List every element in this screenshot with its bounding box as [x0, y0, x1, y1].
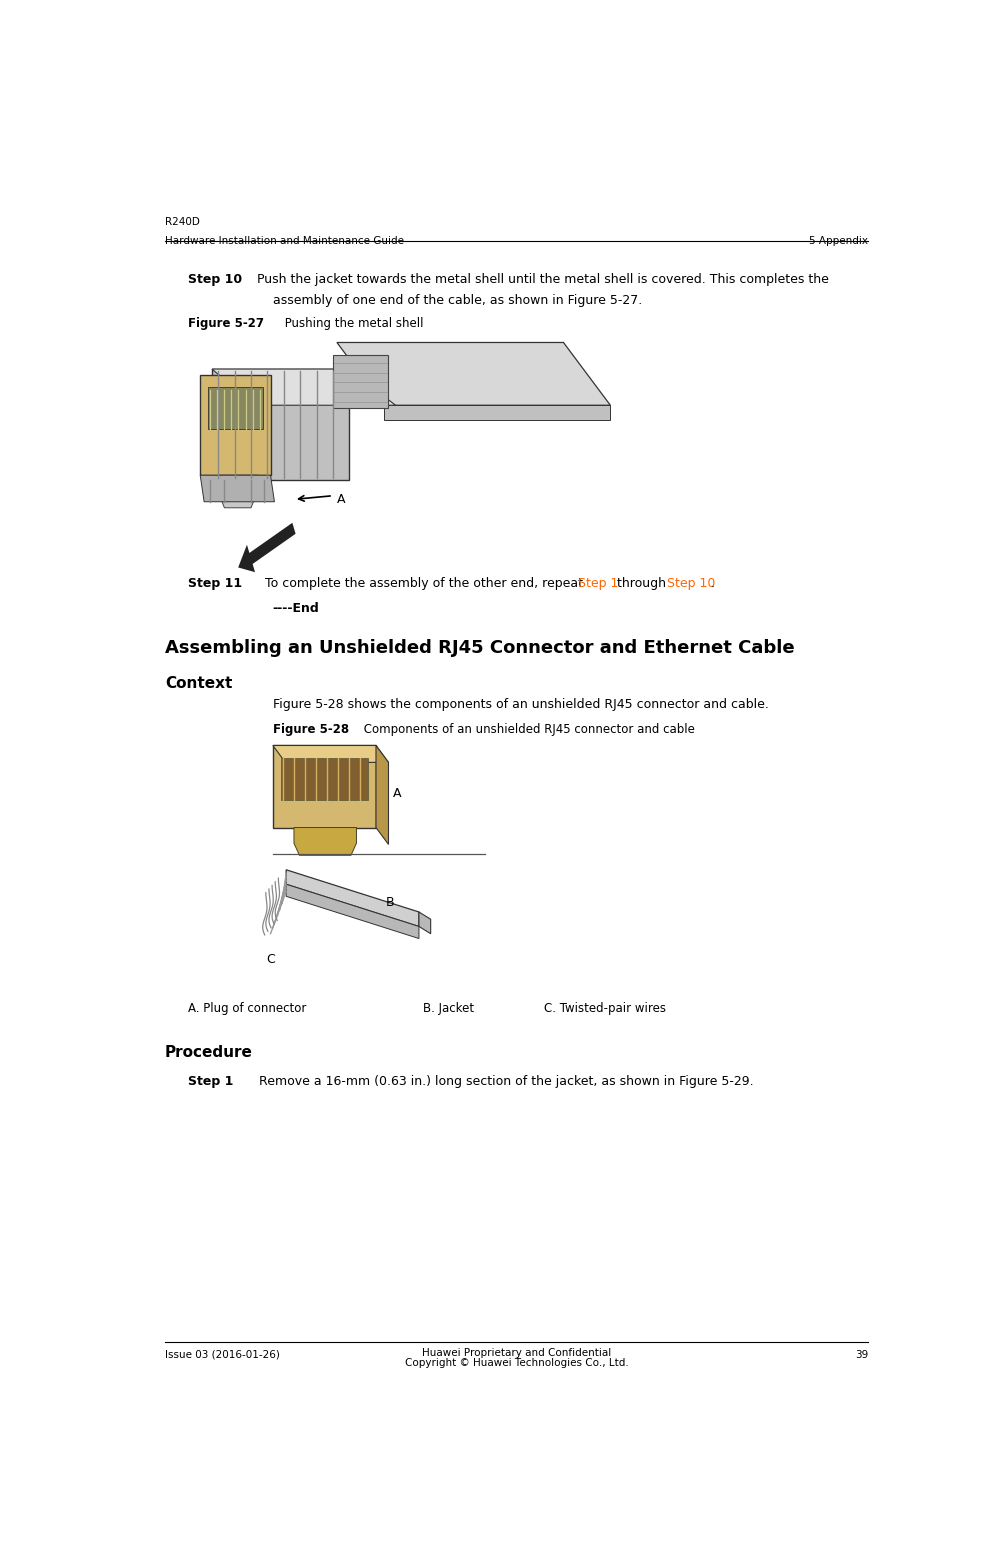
Polygon shape [337, 343, 611, 406]
Polygon shape [212, 370, 349, 480]
Text: Step 10: Step 10 [666, 577, 715, 589]
Text: Step 11: Step 11 [188, 577, 243, 589]
Text: .: . [711, 577, 715, 589]
Text: assembly of one end of the cable, as shown in Figure 5-27.: assembly of one end of the cable, as sho… [273, 295, 642, 307]
Text: C. Twisted-pair wires: C. Twisted-pair wires [544, 1003, 666, 1015]
Polygon shape [273, 746, 388, 763]
Text: Figure 5-27: Figure 5-27 [188, 317, 264, 331]
Polygon shape [208, 387, 263, 429]
Text: B: B [385, 896, 394, 909]
Polygon shape [286, 884, 419, 939]
Text: Push the jacket towards the metal shell until the metal shell is covered. This c: Push the jacket towards the metal shell … [257, 273, 830, 285]
Polygon shape [294, 827, 357, 856]
Text: Figure 5-28 shows the components of an unshielded RJ45 connector and cable.: Figure 5-28 shows the components of an u… [273, 699, 769, 711]
Text: Pushing the metal shell: Pushing the metal shell [280, 317, 423, 331]
Text: Issue 03 (2016-01-26): Issue 03 (2016-01-26) [165, 1351, 280, 1360]
Text: A: A [337, 494, 346, 506]
Text: through: through [613, 577, 669, 589]
Text: Figure 5-28: Figure 5-28 [273, 722, 349, 735]
Text: Huawei Proprietary and Confidential: Huawei Proprietary and Confidential [422, 1348, 611, 1357]
Text: C: C [266, 953, 275, 965]
Text: 39: 39 [855, 1351, 868, 1360]
Polygon shape [212, 370, 395, 406]
Polygon shape [201, 375, 270, 475]
Text: Assembling an Unshielded RJ45 Connector and Ethernet Cable: Assembling an Unshielded RJ45 Connector … [165, 639, 794, 657]
Polygon shape [376, 746, 388, 845]
Text: A. Plug of connector: A. Plug of connector [188, 1003, 306, 1015]
Text: B. Jacket: B. Jacket [423, 1003, 474, 1015]
Text: Copyright © Huawei Technologies Co., Ltd.: Copyright © Huawei Technologies Co., Ltd… [405, 1359, 628, 1368]
Polygon shape [286, 870, 419, 926]
Text: Procedure: Procedure [165, 1045, 253, 1059]
Text: To complete the assembly of the other end, repeat: To complete the assembly of the other en… [257, 577, 588, 589]
Text: Context: Context [165, 675, 233, 691]
Polygon shape [273, 746, 376, 827]
Polygon shape [419, 912, 430, 934]
Text: A: A [393, 787, 401, 801]
Text: Remove a 16-mm (0.63 in.) long section of the jacket, as shown in Figure 5-29.: Remove a 16-mm (0.63 in.) long section o… [247, 1075, 754, 1087]
Polygon shape [201, 475, 274, 501]
FancyArrow shape [238, 523, 295, 572]
Polygon shape [218, 475, 257, 508]
Text: R240D: R240D [165, 216, 200, 227]
Text: Step 1: Step 1 [188, 1075, 234, 1087]
Text: Step 10: Step 10 [188, 273, 243, 285]
Text: Components of an unshielded RJ45 connector and cable: Components of an unshielded RJ45 connect… [361, 722, 696, 735]
Polygon shape [280, 757, 368, 799]
Text: 5 Appendix: 5 Appendix [809, 237, 868, 246]
Text: Hardware Installation and Maintenance Guide: Hardware Installation and Maintenance Gu… [165, 237, 404, 246]
Text: Step 1: Step 1 [579, 577, 619, 589]
Polygon shape [333, 354, 388, 407]
Text: ----End: ----End [273, 602, 320, 614]
Polygon shape [384, 406, 611, 420]
